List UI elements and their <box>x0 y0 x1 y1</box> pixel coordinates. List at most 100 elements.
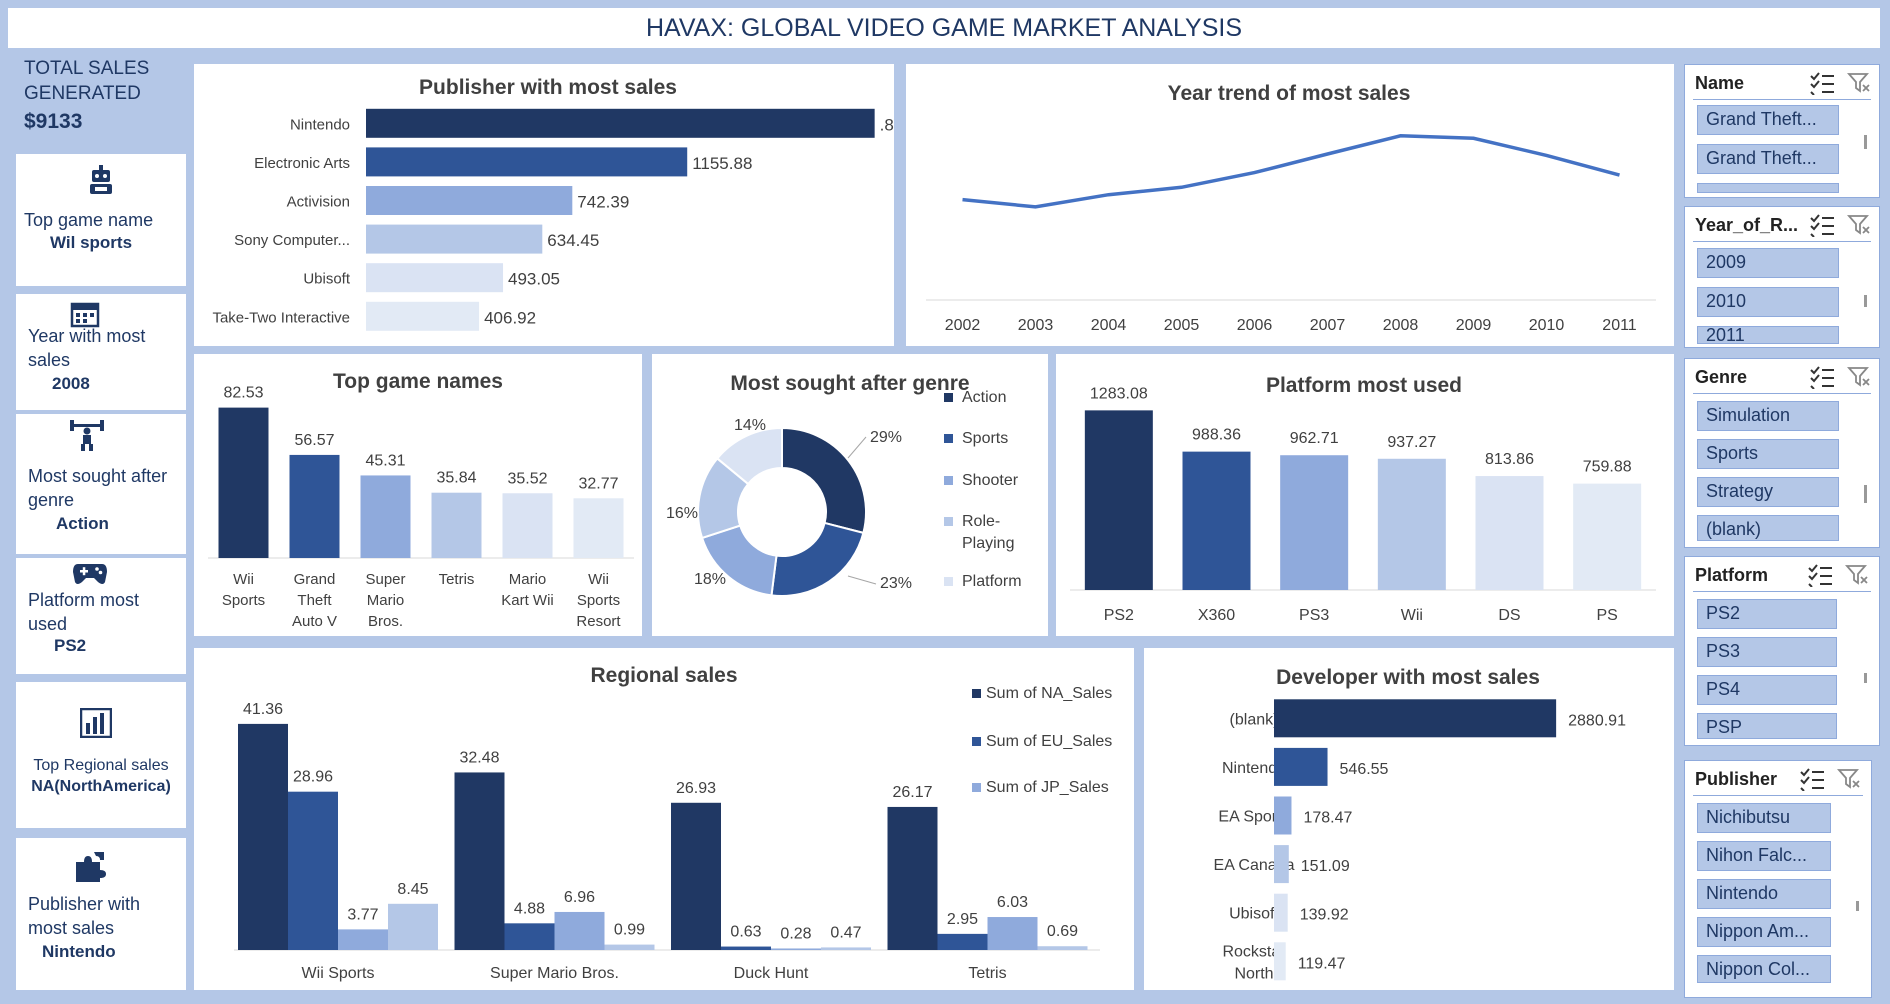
top-game-category-label: Kart Wii <box>501 592 554 609</box>
kpi-top-region: Top Regional sales NA(NorthAmerica) <box>16 682 186 828</box>
top-game-bar <box>502 493 553 558</box>
leader-line <box>847 436 867 459</box>
developer-category-label: Ubisoft <box>1229 906 1279 923</box>
kpi-top-genre: Most sought after genre Action <box>16 414 186 554</box>
slicer-publisher-item[interactable]: Nintendo <box>1697 879 1831 909</box>
regional-bar <box>771 948 821 950</box>
year-tick-label: 2002 <box>945 317 981 334</box>
top-game-category-label: Theft <box>297 592 332 609</box>
publisher-bar <box>366 224 543 254</box>
multi-select-icon[interactable] <box>1809 365 1835 389</box>
clear-filter-icon[interactable] <box>1847 71 1871 95</box>
bar-chart-icon <box>80 708 112 738</box>
kpi-top-game-value: Wil sports <box>50 233 133 252</box>
kpi-total-label-1: TOTAL SALES <box>24 58 150 79</box>
kpi-top-platform-label-1: Platform most <box>28 590 140 610</box>
developer-data-label: 151.09 <box>1301 858 1350 875</box>
slicer-platform-scrollbar[interactable] <box>1864 673 1867 683</box>
genre-legend-label: Role- <box>962 513 1000 530</box>
top-game-bar <box>573 498 624 558</box>
slicer-publisher-scrollbar[interactable] <box>1856 901 1859 911</box>
regional-category-label: Wii Sports <box>302 965 375 982</box>
top-game-category-label: Wii <box>588 571 609 588</box>
slicer-genre-item[interactable]: Sports <box>1697 439 1839 469</box>
regional-bar <box>671 802 721 950</box>
kpi-top-genre-label-1: Most sought after <box>28 466 168 486</box>
slicer-year-header: Year_of_R... <box>1695 215 1799 235</box>
clear-filter-icon[interactable] <box>1845 563 1869 587</box>
top-game-category-label: Mario <box>367 592 405 609</box>
slicer-name-divider <box>1693 99 1871 100</box>
regional-bar <box>821 947 871 950</box>
platform-category-label: PS2 <box>1104 607 1134 624</box>
platform-bar <box>1475 476 1544 590</box>
slicer-platform-item[interactable]: PS3 <box>1697 637 1837 667</box>
slicer-year-item[interactable]: 2009 <box>1697 248 1839 278</box>
slicer-genre-item[interactable]: (blank) <box>1697 515 1839 541</box>
top-game-category-label: Bros. <box>368 613 403 630</box>
year-tick-label: 2003 <box>1018 317 1054 334</box>
genre-data-label: 18% <box>694 571 726 588</box>
publisher-chart-panel: Publisher with most sales Nintendo .830.35… <box>194 64 936 346</box>
publisher-data-label: 406.92 <box>484 308 536 327</box>
slicer-publisher-item[interactable]: Nihon Falc... <box>1697 841 1831 871</box>
developer-data-label: 139.92 <box>1300 907 1349 924</box>
multi-select-icon[interactable] <box>1809 71 1835 95</box>
developer-data-label: 119.47 <box>1298 955 1346 972</box>
slicer-genre-divider <box>1693 393 1871 394</box>
regional-chart-panel: Regional sales 41.36 28.96 3.77 8.45 Wii Spor… <box>194 648 1134 990</box>
year-tick-label: 2009 <box>1456 317 1492 334</box>
clear-filter-icon[interactable] <box>1847 213 1871 237</box>
top-game-data-label: 35.84 <box>436 470 476 487</box>
multi-select-icon[interactable] <box>1809 213 1835 237</box>
developer-category-label: (blank) <box>1230 711 1279 728</box>
slicer-platform-item[interactable]: PSP <box>1697 713 1837 739</box>
slicer-year-item[interactable]: 2011 <box>1697 326 1839 344</box>
publisher-bar <box>366 186 573 215</box>
robot-icon <box>90 165 112 194</box>
publisher-category-label: Electronic Arts <box>254 155 350 172</box>
publisher-data-label: 1155.88 <box>692 154 752 173</box>
slicer-name-item[interactable]: Grand Theft... <box>1697 144 1839 174</box>
regional-data-label: 41.36 <box>243 701 283 718</box>
regional-data-label: 8.45 <box>397 881 428 898</box>
slicer-platform-item[interactable]: PS2 <box>1697 599 1837 629</box>
kpi-top-region-value: NA(NorthAmerica) <box>31 778 171 795</box>
kpi-top-year-label-2: sales <box>28 350 71 370</box>
kpi-top-platform-value: PS2 <box>54 636 87 655</box>
slicer-name-item-partial[interactable] <box>1697 183 1839 193</box>
slicer-year-divider <box>1693 241 1871 242</box>
top-game-data-label: 45.31 <box>365 452 405 469</box>
slicer-name-scrollbar[interactable] <box>1864 135 1867 149</box>
slicer-year-scrollbar[interactable] <box>1864 295 1867 307</box>
kpi-top-publisher-label-2: most sales <box>28 918 115 938</box>
slicer-name: Name Grand Theft... Grand Theft... <box>1684 64 1880 198</box>
slicer-genre-item[interactable]: Strategy <box>1697 477 1839 507</box>
platform-category-label: PS <box>1596 607 1617 624</box>
slicer-name-item[interactable]: Grand Theft... <box>1697 105 1839 135</box>
slicer-publisher-item[interactable]: Nippon Col... <box>1697 955 1831 983</box>
regional-bar <box>887 806 938 950</box>
year-trend-chart: Year trend of most sales 2002 2003 2004 2005… <box>926 82 1656 334</box>
slicer-platform-divider <box>1693 591 1871 592</box>
regional-legend-label: Sum of NA_Sales <box>986 685 1112 702</box>
slicer-genre-item[interactable]: Simulation <box>1697 401 1839 431</box>
multi-select-icon[interactable] <box>1807 563 1833 587</box>
top-game-data-label: 82.53 <box>223 385 263 402</box>
regional-data-label: 0.63 <box>730 924 761 941</box>
slicer-genre-scrollbar[interactable] <box>1864 485 1867 503</box>
developer-category-label: Rockstar <box>1222 943 1286 960</box>
top-game-category-label: Sports <box>577 592 620 609</box>
slicer-year-item[interactable]: 2010 <box>1697 287 1839 317</box>
regional-data-label: 0.69 <box>1047 923 1078 940</box>
regional-legend-swatch <box>972 689 981 698</box>
publisher-bar <box>366 301 480 331</box>
slicer-publisher-item[interactable]: Nippon Am... <box>1697 917 1831 947</box>
clear-filter-icon[interactable] <box>1847 365 1871 389</box>
multi-select-icon[interactable] <box>1799 767 1825 791</box>
developer-chart-panel: Developer with most sales (blank) 2880.91 N… <box>1144 648 1674 990</box>
platform-data-label: 813.86 <box>1485 451 1534 468</box>
slicer-platform-item[interactable]: PS4 <box>1697 675 1837 705</box>
clear-filter-icon[interactable] <box>1837 767 1861 791</box>
slicer-publisher-item[interactable]: Nichibutsu <box>1697 803 1831 833</box>
